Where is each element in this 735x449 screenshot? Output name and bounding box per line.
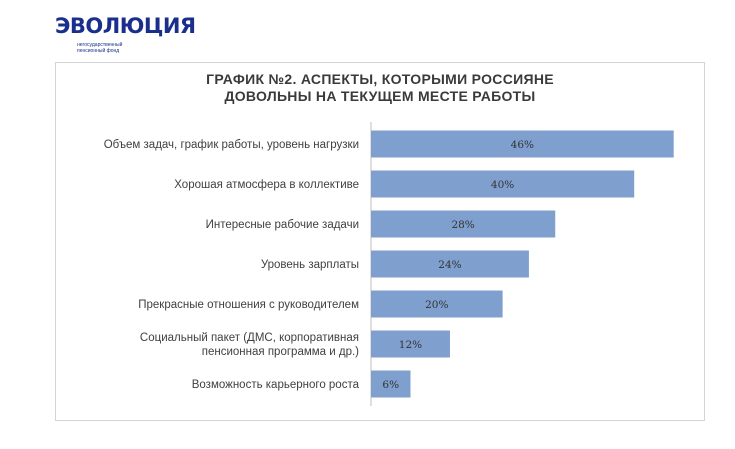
logo: ЭВОЛЮЦИЯ негосударственный пенсионный фо… <box>55 14 196 56</box>
data-label: 24% <box>438 259 461 271</box>
data-label: 20% <box>425 299 448 311</box>
chart-title-line2: ДОВОЛЬНЫ НА ТЕКУЩЕМ МЕСТЕ РАБОТЫ <box>224 88 536 104</box>
data-label: 6% <box>382 379 399 391</box>
bar <box>371 370 411 398</box>
category-tick-label: Возможность карьерного роста <box>192 379 360 391</box>
chart-title-line1: ГРАФИК №2. АСПЕКТЫ, КОТОРЫМИ РОССИЯНЕ <box>206 71 554 87</box>
category-tick-label: пенсионная программа и др.) <box>202 346 359 358</box>
category-tick-label: Прекрасные отношения с руководителем <box>138 299 359 311</box>
category-tick-label: Интересные рабочие задачи <box>206 219 359 231</box>
logo-subtitle-line2: пенсионный фонд <box>77 48 120 54</box>
bar <box>371 250 529 278</box>
bar-chart: 46% Объем задач, график работы, уровень н… <box>104 122 674 406</box>
data-label: 12% <box>399 339 422 351</box>
chart-frame: ГРАФИК №2. АСПЕКТЫ, КОТОРЫМИ РОССИЯНЕ ДО… <box>55 62 705 421</box>
data-label: 46% <box>511 139 534 151</box>
category-tick-label: Уровень зарплаты <box>261 259 359 271</box>
data-label: 28% <box>451 219 474 231</box>
category-tick-label: Хорошая атмосфера в коллективе <box>174 179 359 191</box>
logo-subtitle-line1: негосударственный <box>77 42 123 48</box>
data-label: 40% <box>491 179 514 191</box>
bar <box>371 130 674 158</box>
bar <box>371 330 450 358</box>
logo-subtitle: негосударственный пенсионный фонд <box>77 42 147 54</box>
category-tick-label: Социальный пакет (ДМС, корпоративная <box>140 332 359 344</box>
chart-title: ГРАФИК №2. АСПЕКТЫ, КОТОРЫМИ РОССИЯНЕ ДО… <box>56 71 704 105</box>
bar <box>371 210 556 238</box>
category-tick-label: Объем задач, график работы, уровень нагр… <box>104 139 359 151</box>
bar <box>371 290 503 318</box>
logo-brand: ЭВОЛЮЦИЯ <box>55 14 196 38</box>
bar <box>371 170 635 198</box>
